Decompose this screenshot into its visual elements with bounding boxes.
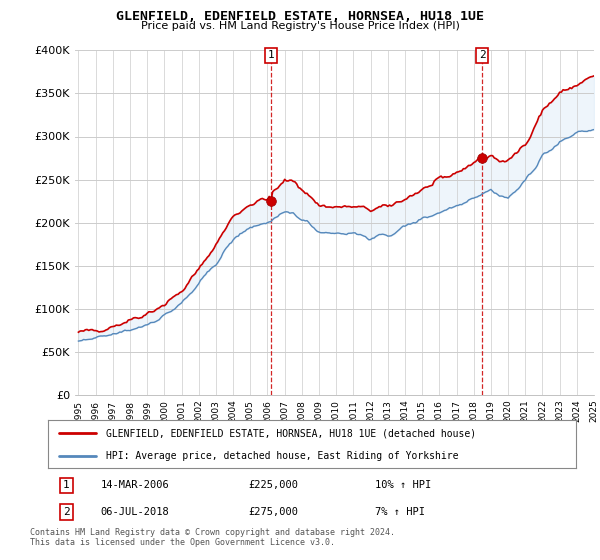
Text: 1: 1 (63, 480, 70, 491)
Text: 14-MAR-2006: 14-MAR-2006 (101, 480, 170, 491)
Text: 2: 2 (63, 507, 70, 517)
Text: 1: 1 (268, 50, 274, 60)
Text: GLENFIELD, EDENFIELD ESTATE, HORNSEA, HU18 1UE: GLENFIELD, EDENFIELD ESTATE, HORNSEA, HU… (116, 10, 484, 23)
Text: 7% ↑ HPI: 7% ↑ HPI (376, 507, 425, 517)
Text: GLENFIELD, EDENFIELD ESTATE, HORNSEA, HU18 1UE (detached house): GLENFIELD, EDENFIELD ESTATE, HORNSEA, HU… (106, 428, 476, 438)
Text: £225,000: £225,000 (248, 480, 299, 491)
Text: 2: 2 (479, 50, 485, 60)
Text: £275,000: £275,000 (248, 507, 299, 517)
Text: 10% ↑ HPI: 10% ↑ HPI (376, 480, 431, 491)
Text: Contains HM Land Registry data © Crown copyright and database right 2024.
This d: Contains HM Land Registry data © Crown c… (30, 528, 395, 547)
Text: Price paid vs. HM Land Registry's House Price Index (HPI): Price paid vs. HM Land Registry's House … (140, 21, 460, 31)
Text: 06-JUL-2018: 06-JUL-2018 (101, 507, 170, 517)
Text: HPI: Average price, detached house, East Riding of Yorkshire: HPI: Average price, detached house, East… (106, 451, 458, 461)
